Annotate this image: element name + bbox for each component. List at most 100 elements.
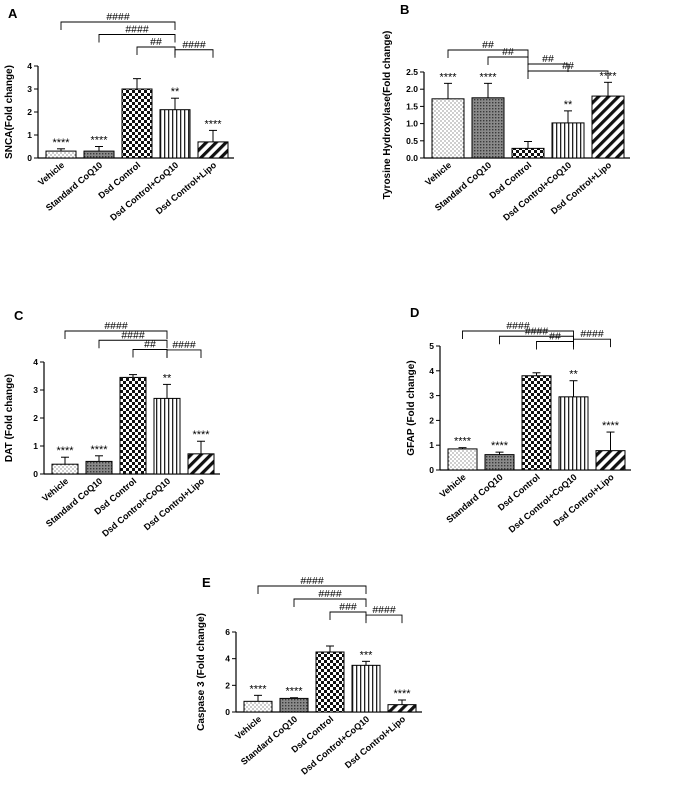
comparison-label: #### bbox=[506, 320, 530, 332]
comparison-label: ## bbox=[542, 53, 554, 65]
comparison-bracket bbox=[293, 598, 367, 607]
y-tick-label: 0 bbox=[225, 707, 230, 717]
comparison-bracket bbox=[462, 330, 574, 339]
comparison-label: #### bbox=[125, 24, 149, 36]
comparison-bracket bbox=[98, 339, 168, 349]
significance-label: ** bbox=[163, 372, 172, 384]
bar bbox=[315, 651, 345, 713]
bar bbox=[243, 700, 273, 713]
comparison-bracket bbox=[64, 330, 168, 339]
y-tick-label: 3 bbox=[429, 391, 434, 401]
comparison-label: #### bbox=[580, 328, 604, 340]
comparison-bracket bbox=[60, 21, 176, 30]
category-label: Vehicle bbox=[36, 160, 66, 188]
significance-label: *** bbox=[360, 649, 374, 661]
comparison-label: ## bbox=[549, 331, 561, 343]
category-label: Vehicle bbox=[40, 476, 70, 504]
comparison-bracket bbox=[527, 63, 569, 72]
bar bbox=[595, 450, 626, 471]
comparison-label: ## bbox=[502, 46, 514, 58]
comparison-label: ### bbox=[339, 601, 357, 613]
comparison-label: #### bbox=[104, 320, 128, 332]
panel-letter: D bbox=[410, 305, 419, 320]
comparison-bracket bbox=[487, 56, 529, 65]
significance-label: **** bbox=[249, 683, 267, 695]
comparison-bracket bbox=[174, 49, 214, 58]
significance-label: **** bbox=[90, 135, 108, 147]
category-label: Vehicle bbox=[233, 714, 263, 742]
y-tick-label: 0 bbox=[429, 465, 434, 475]
bar bbox=[521, 375, 552, 471]
category-label: Dsd Control+CoQ10 bbox=[507, 472, 579, 535]
category-label: Dsd Control+CoQ10 bbox=[501, 160, 573, 223]
panel-letter: C bbox=[14, 308, 24, 323]
significance-label: **** bbox=[454, 436, 472, 448]
y-tick-label: 4 bbox=[27, 61, 32, 71]
significance-label: **** bbox=[52, 137, 70, 149]
comparison-bracket bbox=[98, 34, 176, 43]
y-axis-label: Tyrosine Hydroxylase(Fold change) bbox=[382, 31, 393, 200]
comparison-label: #### bbox=[182, 39, 206, 51]
significance-label: ** bbox=[564, 99, 573, 111]
panel-letter: A bbox=[8, 6, 18, 21]
bar bbox=[187, 453, 215, 475]
bar bbox=[197, 141, 229, 159]
significance-label: **** bbox=[479, 71, 497, 83]
bar bbox=[351, 664, 381, 713]
significance-label: **** bbox=[90, 444, 108, 456]
bar bbox=[121, 88, 153, 159]
y-tick-label: 2 bbox=[27, 107, 32, 117]
comparison-bracket bbox=[365, 614, 403, 624]
category-label: Dsd Control+Lipo bbox=[142, 476, 207, 533]
y-axis-label: GFAP (Fold change) bbox=[406, 360, 417, 455]
y-tick-label: 2 bbox=[429, 415, 434, 425]
comparison-label: #### bbox=[106, 11, 130, 23]
y-tick-label: 1 bbox=[33, 441, 38, 451]
bar bbox=[279, 697, 309, 713]
y-tick-label: 5 bbox=[429, 341, 434, 351]
y-axis-label: SNCA(Fold change) bbox=[4, 65, 15, 159]
y-tick-label: 2 bbox=[225, 680, 230, 690]
comparison-label: #### bbox=[372, 604, 396, 616]
significance-label: **** bbox=[491, 440, 509, 452]
bar bbox=[511, 147, 545, 159]
y-axis-label: DAT (Fold change) bbox=[4, 374, 15, 462]
y-tick-label: 4 bbox=[33, 357, 38, 367]
y-tick-label: 2 bbox=[33, 413, 38, 423]
panel-e: E 0 2 4 6 Caspase 3 (Fold change) **** Vehicle *… bbox=[196, 575, 422, 777]
y-tick-label: 2.0 bbox=[406, 84, 418, 94]
panel-letter: E bbox=[202, 575, 211, 590]
significance-label: ** bbox=[171, 86, 180, 98]
y-tick-label: 6 bbox=[225, 627, 230, 637]
panel-letter: B bbox=[400, 2, 409, 17]
y-axis-label: Caspase 3 (Fold change) bbox=[196, 613, 207, 731]
y-tick-label: 0 bbox=[27, 153, 32, 163]
y-tick-label: 3 bbox=[33, 385, 38, 395]
y-tick-label: 1.0 bbox=[406, 119, 418, 129]
category-label: Vehicle bbox=[438, 472, 468, 500]
bar bbox=[119, 376, 147, 475]
y-tick-label: 1 bbox=[27, 130, 32, 140]
bar bbox=[51, 463, 79, 475]
significance-label: **** bbox=[439, 71, 457, 83]
comparison-label: #### bbox=[121, 329, 145, 341]
bar bbox=[159, 109, 191, 159]
comparison-bracket bbox=[257, 585, 367, 594]
significance-label: **** bbox=[602, 420, 620, 432]
comparison-bracket bbox=[166, 349, 202, 358]
significance-label: ** bbox=[569, 369, 578, 381]
bar bbox=[387, 704, 417, 713]
category-label: Dsd Control+CoQ10 bbox=[299, 714, 371, 777]
comparison-label: #### bbox=[172, 339, 196, 351]
category-label: Dsd Control+CoQ10 bbox=[108, 160, 180, 223]
bar bbox=[447, 448, 478, 471]
y-tick-label: 0.5 bbox=[406, 136, 418, 146]
comparison-bracket bbox=[136, 46, 176, 55]
y-tick-label: 1.5 bbox=[406, 101, 418, 111]
comparison-bracket bbox=[329, 611, 367, 620]
category-label: Vehicle bbox=[423, 160, 453, 188]
y-tick-label: 4 bbox=[225, 654, 230, 664]
y-tick-label: 0.0 bbox=[406, 153, 418, 163]
